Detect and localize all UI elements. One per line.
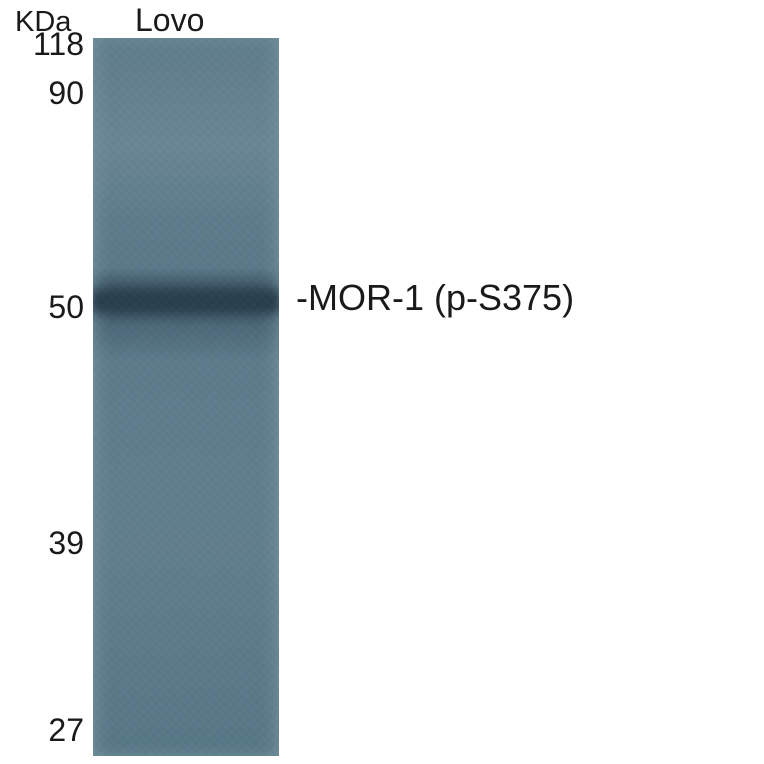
western-blot-figure: KDa Lovo 11890503927 -MOR-1 (p-S375)	[0, 0, 764, 764]
marker-118: 118	[33, 26, 84, 63]
band-label: -MOR-1 (p-S375)	[296, 277, 574, 319]
marker-27: 27	[48, 712, 84, 749]
lane-header: Lovo	[135, 2, 204, 39]
blot-lane	[93, 38, 279, 756]
noise-texture	[93, 38, 279, 756]
marker-90: 90	[48, 75, 84, 112]
marker-39: 39	[48, 525, 84, 562]
marker-50: 50	[48, 289, 84, 326]
